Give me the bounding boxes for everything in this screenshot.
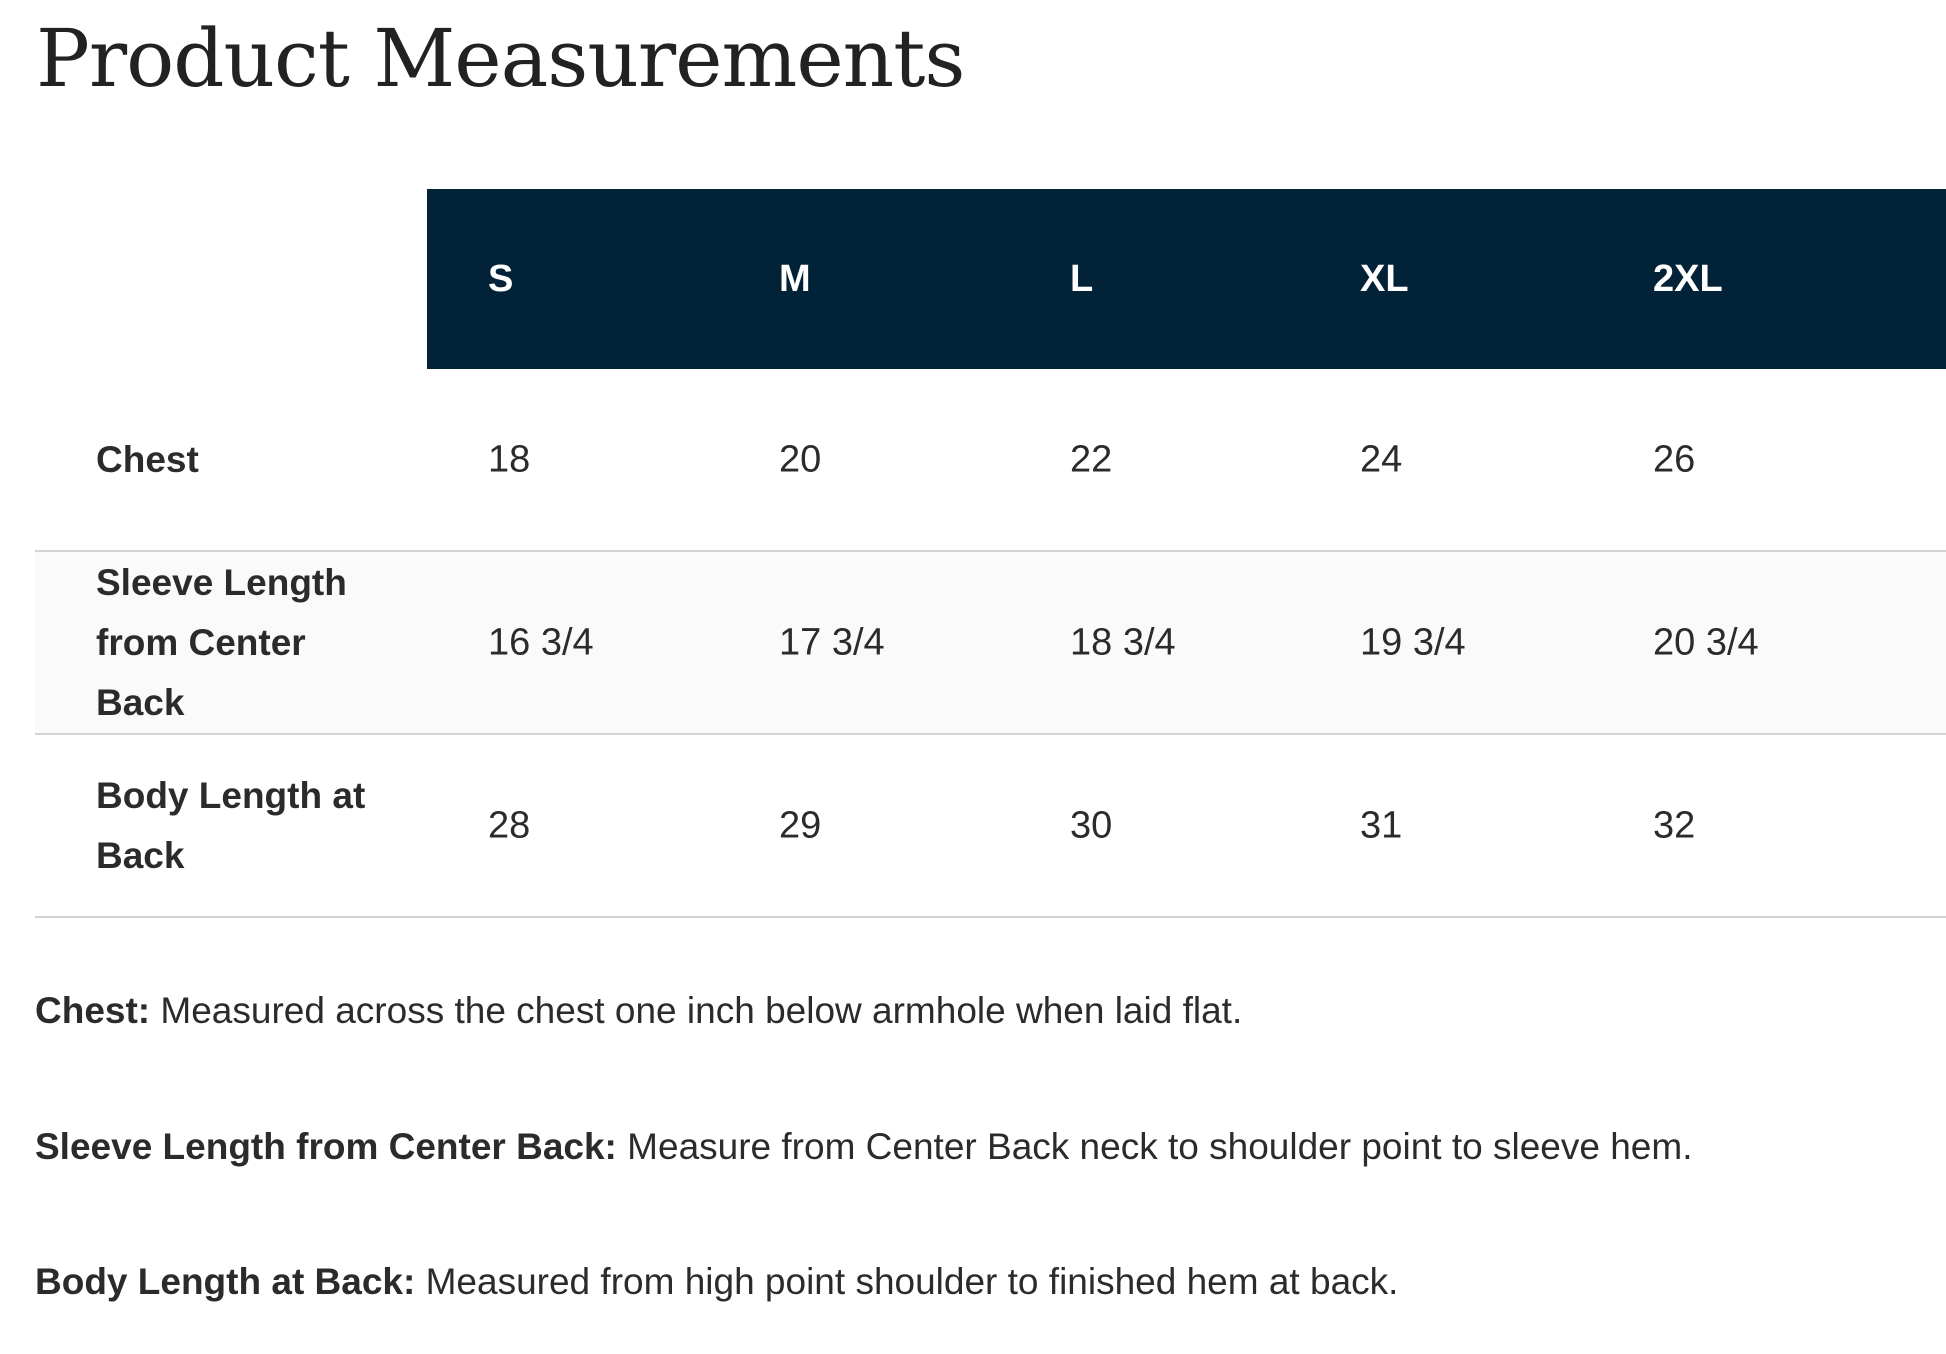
size-header-2xl: 2XL [1653, 258, 1723, 300]
table-cell: 18 3/4 [1070, 621, 1176, 663]
size-header-m: M [779, 258, 811, 300]
table-cell: 22 [1070, 438, 1113, 480]
note-text: Measured from high point shoulder to fin… [415, 1261, 1399, 1302]
size-header-l: L [1070, 258, 1094, 300]
size-header-row: S M L XL 2XL [427, 189, 1946, 369]
page-title: Product Measurements [36, 12, 965, 105]
note-text: Measured across the chest one inch below… [150, 990, 1243, 1031]
row-label: Chest [96, 438, 199, 480]
size-header-s: S [488, 258, 514, 300]
note-term: Body Length at Back: [35, 1261, 416, 1302]
table-cell: 24 [1360, 438, 1403, 480]
table-cell: 30 [1070, 804, 1113, 846]
note-chest: Chest: Measured across the chest one inc… [35, 990, 1242, 1032]
table-cell: 19 3/4 [1360, 621, 1466, 663]
note-term: Chest: [35, 990, 151, 1031]
note-sleeve-length: Sleeve Length from Center Back: Measure … [35, 1126, 1692, 1168]
note-term: Sleeve Length from Center Back: [35, 1126, 617, 1167]
table-cell: 29 [779, 804, 822, 846]
size-header-xl: XL [1360, 258, 1409, 300]
table-cell: 20 [779, 438, 822, 480]
table-row-chest: Chest 18 20 22 24 26 [35, 369, 1946, 552]
note-body-length: Body Length at Back: Measured from high … [35, 1261, 1398, 1303]
table-row-body-length: Body Length at Back 28 29 30 31 32 [35, 735, 1946, 918]
table-cell: 32 [1653, 804, 1696, 846]
table-cell: 18 [488, 438, 531, 480]
note-text: Measure from Center Back neck to shoulde… [616, 1126, 1693, 1167]
table-cell: 16 3/4 [488, 621, 594, 663]
table-cell: 31 [1360, 804, 1403, 846]
row-label: Sleeve Length from Center Back [96, 561, 347, 723]
row-label: Body Length at Back [96, 774, 366, 876]
table-cell: 20 3/4 [1653, 621, 1759, 663]
table-cell: 17 3/4 [779, 621, 885, 663]
table-row-sleeve-length: Sleeve Length from Center Back 16 3/4 17… [35, 552, 1946, 735]
table-cell: 28 [488, 804, 531, 846]
table-cell: 26 [1653, 438, 1696, 480]
